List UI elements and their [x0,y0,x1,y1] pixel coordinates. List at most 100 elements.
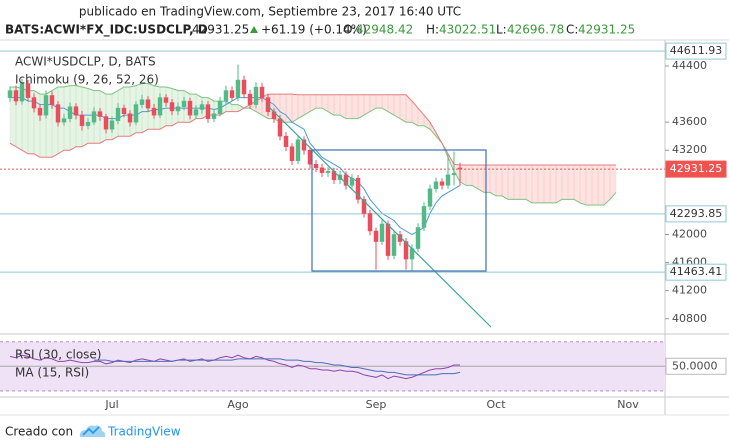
candle-body [73,106,79,116]
x-tick-label: Sep [366,398,387,411]
cloud-fill [357,94,365,120]
footer-brand[interactable]: TradingView [107,425,181,439]
change: +61.19 (+0.14%) [261,23,367,37]
candle-body [61,118,67,123]
cloud-fill [549,164,557,204]
cloud-fill [579,164,587,206]
legend-title: ACWI*USDCLP, D, BATS [15,55,156,69]
x-tick-label: Nov [617,398,639,411]
candle-body [277,118,283,137]
ohlc-label: C: [566,23,578,37]
conversion-line [10,97,461,236]
y-tick-label: 41200 [672,284,707,297]
candle-body [103,116,109,130]
trend-line [267,105,492,328]
cloud-fill [507,164,515,200]
y-tick-label: 43600 [672,115,707,128]
cloud-fill [501,164,509,200]
cloud-fill [333,94,341,116]
candle-body [349,178,355,186]
candle-body [91,111,97,123]
candle-body [175,106,181,112]
candle-body [115,107,121,122]
candle-body [253,86,259,105]
logo-line [82,426,100,436]
legend-rsi: RSI (30, close) [15,348,101,362]
candle-body [403,241,409,260]
price-label: 42931.25 [670,162,723,175]
candle-body [385,223,391,256]
candle-body [43,95,49,116]
candle-body [445,174,451,186]
y-tick-label: 44400 [672,59,707,72]
logo-cloud [79,425,106,437]
candle-body [289,146,295,162]
candle-body [235,79,241,98]
rsi-line [94,358,461,376]
candle-body [325,171,331,173]
candle-body [55,104,61,123]
candle-body [181,100,187,107]
cloud-fill [543,164,551,204]
ohlc-value: 42931.25 [578,23,635,37]
logo [79,425,106,437]
price-label: 44611.93 [670,44,723,57]
x-tick-label: Oct [486,398,506,411]
cloud-fill [519,164,527,200]
cloud-fill [399,94,407,123]
candle-body [301,139,307,151]
header-title: publicado en TradingView.com, Septiembre… [79,5,461,19]
candle-body [451,173,457,176]
cloud-fill [495,164,503,197]
price-label-box [665,42,727,60]
candle-body [373,230,379,242]
drawings [267,105,492,328]
cloud-fill [465,164,473,186]
candle-body [133,104,139,123]
cloud-fill [591,164,599,206]
candle-body [169,102,175,112]
candle-body [121,107,127,114]
rsi-label-box [665,357,727,375]
candle-body [145,99,151,109]
candle-body [457,167,463,170]
ohlc-label: O: [343,23,356,37]
candle-body [163,97,169,103]
candle-body [319,167,325,173]
candle-body [85,121,91,126]
candle-body [421,206,427,228]
candle-body [205,104,211,119]
candle-body [361,199,367,214]
footer-text: Creado con [5,425,73,439]
candle-body [37,107,43,116]
candle-body [187,100,193,116]
cloud-fill [417,107,425,126]
candle-body [433,181,439,190]
candle-body [193,109,199,116]
cloud-fill [315,94,323,109]
candle-body [13,90,19,102]
candle-body [211,113,217,119]
cloud-fill [291,93,299,123]
cloud-fill [531,164,539,204]
y-tick-label: 50.0000 [672,359,718,372]
cloud-fill [567,164,575,200]
ohlc-label: H: [426,23,439,37]
cloud-fill [525,164,533,204]
candle-body [217,100,223,114]
candle-body [391,234,397,256]
candle-body [79,114,85,126]
cloud-fill [603,164,611,206]
cloud-fill [231,104,239,112]
cloud-fill [471,164,479,190]
cloud-fill [489,164,497,197]
cloud-fill [537,164,545,204]
lead-a-line [10,83,617,206]
candle-body [343,174,349,186]
candle-body [439,181,445,186]
cloud-fill [345,94,353,119]
candle-body [415,227,421,249]
up-arrow [250,26,258,33]
